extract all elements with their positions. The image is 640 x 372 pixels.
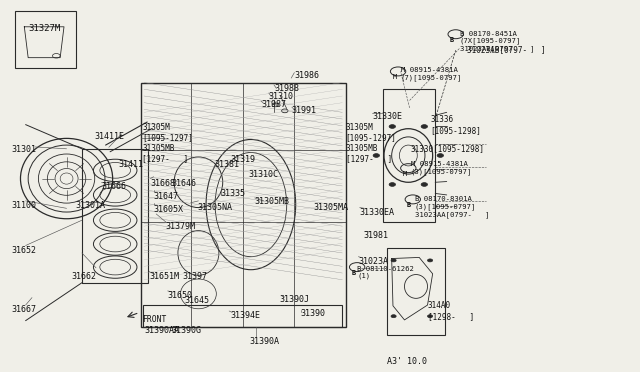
- Text: 31987: 31987: [261, 100, 286, 109]
- Circle shape: [391, 259, 396, 262]
- Bar: [141, 83, 346, 327]
- Text: B 08110-61262
(1): B 08110-61262 (1): [357, 266, 414, 279]
- Text: M: M: [392, 74, 397, 80]
- Bar: [82, 149, 148, 283]
- Text: 31301A: 31301A: [76, 201, 106, 210]
- Bar: [383, 89, 435, 222]
- Text: 31305M
[1095-1297]
31305MB
[1297-   ]: 31305M [1095-1297] 31305MB [1297- ]: [142, 123, 193, 163]
- Circle shape: [428, 315, 433, 318]
- Text: 31390G: 31390G: [172, 326, 202, 335]
- Text: FRONT: FRONT: [142, 315, 166, 324]
- Text: B: B: [450, 37, 454, 43]
- Text: B 08170-8301A
(3)[1095-0797]
31023AA[0797-   ]: B 08170-8301A (3)[1095-0797] 31023AA[079…: [415, 196, 489, 218]
- Circle shape: [421, 183, 428, 186]
- Circle shape: [389, 125, 396, 128]
- Text: 31336
[1095-1298]: 31336 [1095-1298]: [430, 115, 481, 135]
- Text: 31100: 31100: [12, 201, 36, 210]
- Text: 31645: 31645: [184, 296, 209, 305]
- Text: 31991: 31991: [292, 106, 317, 115]
- Text: 31411: 31411: [118, 160, 143, 169]
- Text: M 08915-4381A
(3)[1095-0797]: M 08915-4381A (3)[1095-0797]: [411, 161, 472, 175]
- Text: 31305MA: 31305MA: [314, 203, 349, 212]
- Text: 31646: 31646: [172, 179, 196, 187]
- Text: 31667: 31667: [12, 305, 36, 314]
- Text: 31981: 31981: [364, 231, 388, 240]
- Text: B: B: [407, 202, 412, 208]
- Text: 31310C: 31310C: [248, 170, 278, 179]
- Text: M 08915-4381A
(7)[1095-0797]: M 08915-4381A (7)[1095-0797]: [401, 67, 462, 81]
- Text: 31379M: 31379M: [165, 222, 195, 231]
- Text: 31390A: 31390A: [250, 337, 280, 346]
- Text: 31651M: 31651M: [149, 272, 179, 280]
- Text: 31397: 31397: [182, 272, 207, 280]
- Text: 31390AA: 31390AA: [144, 326, 179, 335]
- Text: 31330E: 31330E: [372, 112, 403, 121]
- Text: 31650: 31650: [168, 291, 193, 300]
- Text: 31330[1095-1298]: 31330[1095-1298]: [411, 144, 485, 153]
- Bar: [15, 11, 76, 68]
- Text: 314A0
[1298-   ]: 314A0 [1298- ]: [428, 301, 474, 321]
- Text: 31390J: 31390J: [279, 295, 309, 304]
- Text: 31305NA: 31305NA: [197, 203, 232, 212]
- Text: 31986: 31986: [294, 71, 319, 80]
- Text: 31330EA: 31330EA: [360, 208, 395, 217]
- Text: 31662: 31662: [72, 272, 97, 280]
- Text: 31310: 31310: [269, 92, 294, 101]
- Text: 31301: 31301: [12, 145, 36, 154]
- Circle shape: [437, 154, 444, 157]
- Text: 31327M: 31327M: [29, 24, 61, 33]
- Text: 31023AB[0797-   ]: 31023AB[0797- ]: [467, 45, 546, 54]
- Text: M: M: [403, 171, 407, 177]
- Text: A3' 10.0: A3' 10.0: [387, 357, 428, 366]
- Text: B 08170-8451A
(7X[1095-0797]
31023AB[0797-   ]: B 08170-8451A (7X[1095-0797] 31023AB[079…: [460, 31, 534, 52]
- Bar: [143, 305, 342, 327]
- Circle shape: [389, 183, 396, 186]
- Text: 31647: 31647: [154, 192, 179, 201]
- Text: 31666: 31666: [101, 182, 126, 191]
- Text: B: B: [351, 270, 356, 276]
- Text: 31411E: 31411E: [95, 132, 125, 141]
- Circle shape: [391, 315, 396, 318]
- Text: 31381: 31381: [214, 160, 239, 169]
- Text: 31305M
[1095-1297]
31305MB
[1297-   ]: 31305M [1095-1297] 31305MB [1297- ]: [346, 123, 396, 163]
- Text: 31319: 31319: [230, 155, 255, 164]
- Circle shape: [421, 125, 428, 128]
- Circle shape: [373, 154, 380, 157]
- Text: 31652: 31652: [12, 246, 36, 254]
- Circle shape: [428, 259, 433, 262]
- Text: 31605X: 31605X: [154, 205, 184, 214]
- Text: 31023A: 31023A: [358, 257, 388, 266]
- Text: 31335: 31335: [221, 189, 246, 198]
- Bar: [387, 248, 445, 335]
- Text: 31305MB: 31305MB: [255, 197, 290, 206]
- Text: 31394E: 31394E: [230, 311, 260, 320]
- Text: 31668: 31668: [150, 179, 175, 187]
- Text: 31390: 31390: [301, 309, 326, 318]
- Text: 31988: 31988: [274, 84, 299, 93]
